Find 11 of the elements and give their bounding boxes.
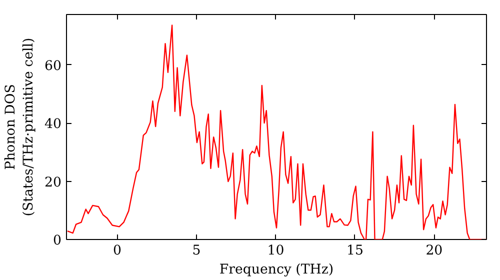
y-tick-label: 0: [53, 234, 62, 248]
x-tick-label: 15: [346, 244, 364, 258]
y-tick-label: 40: [44, 117, 62, 132]
y-axis-title: Phonon DOS (States/THz·primitive cell): [4, 38, 37, 216]
x-tick-label: 20: [426, 244, 443, 258]
x-tick-label: 0: [112, 244, 122, 258]
y-tick-label: 60: [44, 58, 62, 74]
x-tick-label: 5: [192, 244, 201, 258]
y-tick-label: 20: [44, 175, 62, 190]
x-axis-title: Frequency (THz): [219, 262, 334, 278]
x-tick-label: 10: [267, 244, 284, 258]
